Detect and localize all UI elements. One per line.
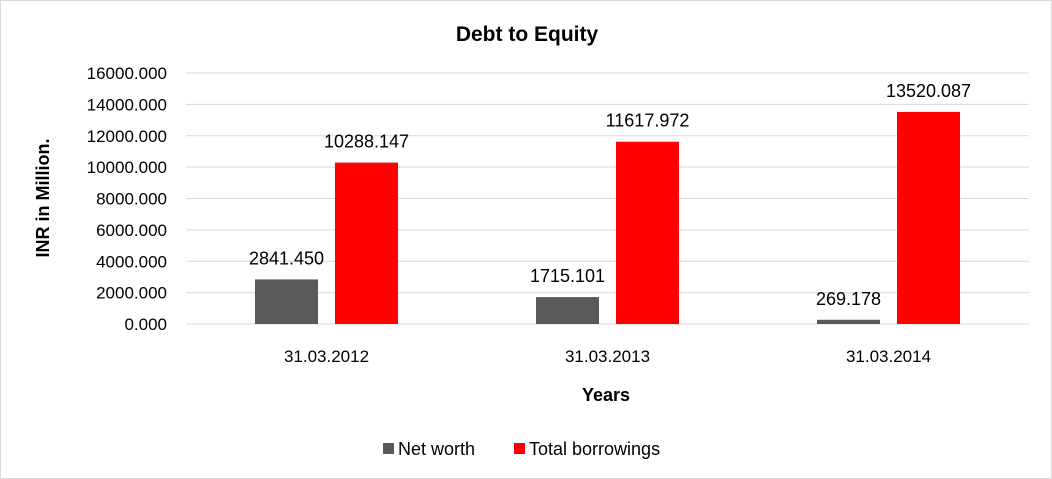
bar-net-worth [817,319,880,324]
data-label: 1715.101 [530,266,605,286]
bar-total-borrowings [897,111,960,325]
bars [255,111,960,325]
data-label: 13520.087 [886,81,971,101]
gridlines [186,72,1029,325]
legend-swatch [514,443,525,454]
data-labels: 2841.450 10288.147 1715.101 11617.972 269.17… [249,81,971,309]
legend: Net worth Total borrowings [383,439,660,459]
bar-net-worth [255,279,318,324]
legend-label: Total borrowings [529,439,660,459]
x-tick-label: 31.03.2014 [846,347,931,366]
y-tick-label: 14000.000 [87,95,167,114]
y-tick-label: 0.000 [124,315,167,334]
data-label: 11617.972 [606,111,690,131]
y-tick-label: 8000.000 [96,190,167,209]
data-label: 269.178 [816,289,881,309]
x-tick-label: 31.03.2012 [284,347,369,366]
x-axis-ticks: 31.03.2012 31.03.2013 31.03.2014 [284,347,931,366]
legend-label: Net worth [398,439,475,459]
x-axis-title: Years [582,385,630,405]
bar-total-borrowings [616,141,679,324]
bar-total-borrowings [335,162,398,324]
y-tick-label: 4000.000 [96,252,167,271]
data-label: 2841.450 [249,248,324,268]
y-tick-label: 6000.000 [96,221,167,240]
y-tick-label: 2000.000 [96,284,167,303]
legend-swatch [383,443,394,454]
y-axis-title: INR in Million. [33,139,53,258]
y-axis-ticks: 0.000 2000.000 4000.000 6000.000 8000.000 100… [87,64,167,334]
y-tick-label: 10000.000 [87,158,167,177]
y-tick-label: 16000.000 [87,64,167,83]
bar-net-worth [536,297,599,324]
chart-title: Debt to Equity [456,23,599,46]
x-tick-label: 31.03.2013 [565,347,650,366]
data-label: 10288.147 [324,132,409,152]
y-tick-label: 12000.000 [87,127,167,146]
